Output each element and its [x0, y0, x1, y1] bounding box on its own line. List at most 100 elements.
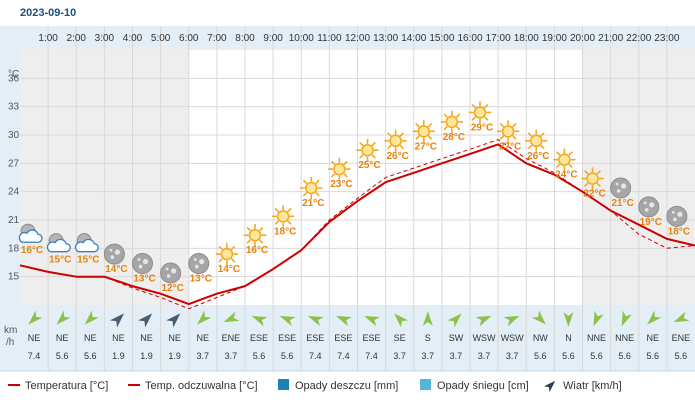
wind-direction: NE [168, 333, 181, 343]
hour-column [441, 50, 470, 305]
temperature-label: 14°C [218, 264, 240, 275]
y-tick-label: 33 [8, 102, 20, 113]
legend-item: Opady śniegu [cm] [420, 379, 529, 392]
wind-direction: N [565, 333, 572, 343]
legend-label: Opady śniegu [cm] [437, 380, 529, 392]
sun-icon [581, 167, 604, 190]
hour-column [610, 50, 639, 305]
y-tick-label: 24 [8, 187, 20, 198]
hour-label: 17:00 [486, 33, 511, 44]
feels-like-line [19, 139, 695, 310]
wind-arrow-icon [593, 310, 604, 327]
wind-arrow-icon [197, 310, 212, 325]
wind-direction: SE [394, 333, 406, 343]
hour-column [638, 50, 667, 305]
temperature-label: 18°C [668, 226, 690, 237]
wind-speed: 7.4 [365, 351, 378, 361]
hour-column [301, 50, 330, 305]
wind-direction: WSW [501, 333, 524, 343]
forecast-date: 2023-09-10 [20, 7, 76, 19]
hour-label: 19:00 [542, 33, 567, 44]
wind-arrow-icon [531, 310, 546, 325]
y-axis-unit: °C [8, 69, 19, 80]
wind-direction: NE [112, 333, 125, 343]
wind-direction: ESE [250, 333, 268, 343]
wind-arrow-icon [336, 316, 352, 327]
wind-direction: NE [647, 333, 660, 343]
sun-icon [328, 157, 351, 181]
y-tick-label: 36 [8, 73, 20, 84]
wind-direction: S [425, 333, 431, 343]
wind-arrow-icon [56, 310, 71, 325]
temperature-label: 13°C [190, 274, 212, 285]
wind-speed: 3.7 [478, 351, 491, 361]
hour-label: 10:00 [289, 33, 314, 44]
wind-speed: 5.6 [590, 351, 603, 361]
wind-speed: 1.9 [140, 351, 153, 361]
temperature-label: 12°C [161, 283, 183, 294]
moon-icon [188, 253, 210, 275]
legend-label: Opady deszczu [mm] [295, 380, 398, 392]
moon-icon [132, 253, 153, 275]
temperature-label: 15°C [77, 255, 99, 266]
hour-label: 22:00 [626, 33, 651, 44]
sun-icon [440, 110, 464, 134]
wind-speed: 1.9 [168, 351, 181, 361]
wind-arrow-icon [543, 380, 556, 393]
legend-label: Temp. odczuwalna [°C] [145, 380, 258, 392]
wind-arrow-icon [447, 313, 462, 328]
wind-direction: WSW [473, 333, 496, 343]
cloud-moon-icon [46, 233, 71, 253]
hour-column [357, 50, 386, 305]
legend-label: Temperatura [°C] [25, 380, 108, 392]
hour-label: 14:00 [401, 33, 426, 44]
hour-label: 8:00 [235, 33, 255, 44]
hour-label: 16:00 [457, 33, 482, 44]
wind-speed: 3.7 [506, 351, 519, 361]
wind-direction: NE [28, 333, 41, 343]
hour-label: 1:00 [38, 33, 58, 44]
temperature-label: 26°C [527, 151, 549, 162]
wind-arrow-icon [138, 313, 153, 328]
temperature-label: 19°C [640, 217, 662, 228]
sun-icon [243, 223, 267, 247]
wind-direction: NW [533, 333, 548, 343]
wind-direction: NNE [615, 333, 634, 343]
wind-direction: NNE [587, 333, 606, 343]
temperature-label: 16°C [246, 245, 268, 256]
hour-column [76, 50, 105, 305]
sun-icon [271, 205, 295, 228]
cloud-moon-icon [74, 233, 99, 253]
wind-arrow-icon [621, 310, 632, 327]
hour-column [666, 50, 695, 305]
hour-label: 4:00 [123, 33, 143, 44]
legend-item: Opady deszczu [mm] [278, 379, 398, 392]
temperature-label: 21°C [611, 198, 633, 209]
wind-direction: SW [449, 333, 464, 343]
wind-direction: ENE [672, 333, 691, 343]
hour-column [329, 50, 358, 305]
wind-speed: 5.6 [534, 351, 547, 361]
wind-arrow-icon [28, 310, 43, 325]
wind-direction: ESE [306, 333, 324, 343]
temperature-label: 27°C [499, 141, 521, 152]
wind-arrow-icon [279, 316, 296, 327]
moon-icon [160, 262, 182, 284]
hour-column [245, 50, 274, 305]
wind-direction: ESE [278, 333, 296, 343]
sun-icon [384, 129, 407, 153]
sun-icon [468, 101, 492, 124]
sun-icon [496, 120, 520, 143]
temperature-label: 23°C [330, 179, 352, 190]
sun-icon [553, 148, 576, 171]
y-tick-label: 21 [8, 215, 20, 226]
hour-label: 20:00 [570, 33, 595, 44]
wind-arrow-icon [307, 316, 324, 327]
legend-box-swatch [278, 379, 289, 390]
hour-column [498, 50, 527, 305]
wind-arrow-icon [563, 312, 574, 327]
temperature-label: 16°C [21, 245, 43, 256]
temperature-label: 29°C [471, 122, 493, 133]
wind-speed: 5.6 [281, 351, 294, 361]
